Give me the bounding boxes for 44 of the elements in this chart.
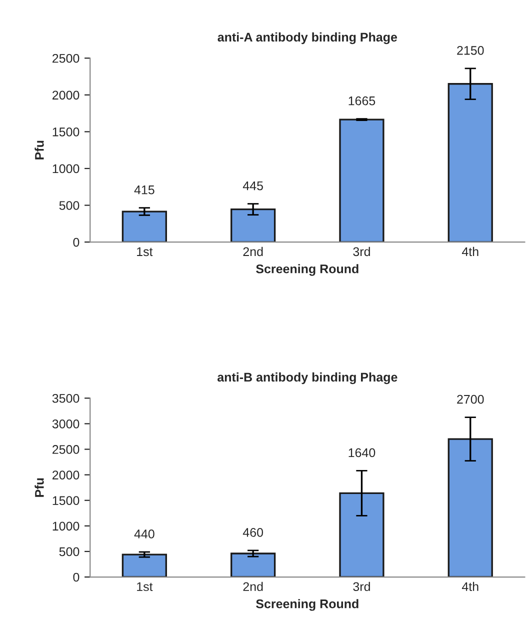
data-label: 1665	[348, 96, 376, 106]
bar	[122, 210, 167, 242]
data-label: 445	[242, 182, 263, 190]
bar	[230, 208, 276, 242]
y-tick-label: 2500	[52, 54, 80, 63]
bar	[339, 492, 384, 578]
x-tick-label: 4th	[462, 246, 478, 256]
chart-title: anti-A antibody binding Phage	[218, 32, 398, 44]
x-tick-label: 3rd	[353, 582, 370, 592]
bar	[122, 554, 167, 578]
x-tick-label: 1st	[137, 247, 153, 256]
x-tick-label: 1st	[137, 582, 153, 592]
data-label: 460	[242, 528, 264, 537]
y-tick-label: 3500	[52, 394, 80, 403]
y-tick-label: 2500	[52, 445, 80, 454]
y-tick-label: 1000	[52, 164, 80, 174]
y-tick-label: 0	[73, 572, 80, 582]
y-tick-label: 1500	[52, 128, 80, 136]
y-tick-label: 500	[59, 201, 80, 210]
y-axis-title: Pfu	[34, 478, 44, 497]
y-axis-title: Pfu	[34, 140, 44, 160]
y-tick-label: 0	[73, 238, 80, 247]
data-label: 415	[134, 186, 154, 194]
bar	[448, 83, 493, 242]
x-axis-title: Screening Round	[256, 264, 358, 276]
x-tick-label: 3rd	[353, 246, 370, 256]
x-axis-title: Screening Round	[256, 599, 358, 611]
bar	[339, 118, 384, 242]
bar	[230, 552, 276, 578]
x-tick-label: 2nd	[243, 582, 263, 592]
x-tick-label: 2nd	[243, 246, 263, 256]
y-tick-label: 3000	[52, 420, 80, 428]
data-label: 1640	[348, 448, 376, 458]
y-tick-label: 1500	[52, 496, 80, 506]
y-tick-label: 2000	[52, 90, 80, 100]
data-label: 2700	[457, 394, 484, 404]
y-tick-label: 1000	[52, 522, 80, 531]
x-tick-label: 4th	[462, 582, 478, 592]
data-label: 440	[134, 530, 154, 538]
data-label: 2150	[457, 46, 484, 55]
bar	[448, 438, 493, 578]
y-tick-label: 2000	[52, 470, 80, 480]
y-tick-label: 500	[59, 547, 80, 556]
chart-title: anti-B antibody binding Phage	[218, 372, 398, 384]
